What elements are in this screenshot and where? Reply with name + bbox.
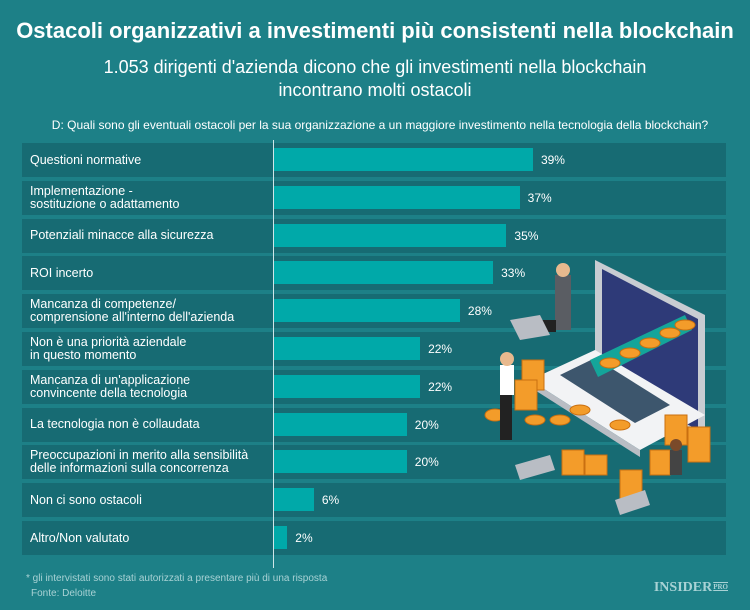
data-label: 39% <box>540 153 565 167</box>
laptop-coins-illustration <box>484 260 711 515</box>
survey-question: D: Quali sono gli eventuali ostacoli per… <box>51 118 709 132</box>
category-label: Non è una priorità aziendale in questo m… <box>30 335 187 362</box>
data-label: 28% <box>467 304 492 319</box>
bar-row: Altro/Non valutato 2% <box>22 521 726 555</box>
category-label: Mancanza di competenze/ comprensione all… <box>30 297 235 325</box>
bar-row: Non ci sono ostacoli 6% <box>22 483 726 518</box>
axis-line <box>273 140 274 568</box>
category-label: Implementazione - sostituzione o adattam… <box>30 183 180 211</box>
category-label: Mancanza di un'applicazione convincente … <box>30 372 191 400</box>
category-label: Questioni normative <box>30 152 142 167</box>
bar <box>274 412 407 436</box>
category-label: Altro/Non valutato <box>30 530 130 545</box>
data-label: 37% <box>527 190 552 205</box>
bar <box>274 526 288 549</box>
category-label: La tecnologia non è collaudata <box>30 417 200 432</box>
data-label: 20% <box>414 455 439 470</box>
bar <box>274 148 533 171</box>
bar <box>274 223 507 247</box>
bar-row: Preoccupazioni in merito alla sensibilit… <box>22 445 726 480</box>
data-label: 20% <box>414 417 439 432</box>
data-label: 35% <box>514 228 539 243</box>
bar <box>274 299 460 323</box>
category-label: ROI incerto <box>30 265 94 280</box>
bar <box>274 488 314 512</box>
data-label: 33% <box>501 266 526 281</box>
category-label: Preoccupazioni in merito alla sensibilit… <box>30 448 249 476</box>
bar <box>274 450 407 474</box>
bar <box>274 261 494 285</box>
data-label: 22% <box>428 342 453 356</box>
bar-row: Implementazione - sostituzione o adattam… <box>22 180 726 215</box>
chart-subtitle: 1.053 dirigenti d'azienda dicono che gli… <box>103 57 647 100</box>
footnote: * gli intervistati sono stati autorizzat… <box>26 573 328 584</box>
data-label: 6% <box>321 493 340 508</box>
bar <box>274 374 421 398</box>
chart-title: Ostacoli organizzativi a investimenti pi… <box>16 18 734 43</box>
category-label: Non ci sono ostacoli <box>30 492 142 507</box>
logo-text: INSIDER <box>653 580 713 595</box>
bar <box>274 337 421 360</box>
bar <box>274 185 520 209</box>
bar-row: Potenziali minacce alla sicurezza 35% <box>22 218 726 253</box>
data-label: 2% <box>295 531 313 545</box>
category-label: Potenziali minacce alla sicurezza <box>30 228 214 243</box>
source-note: Fonte: Deloitte <box>31 588 97 599</box>
logo-suffix: PRO <box>713 583 728 591</box>
data-label: 22% <box>428 379 453 394</box>
insider-pro-logo: INSIDERPRO <box>654 580 728 596</box>
bar-row: Questioni normative 39% <box>22 143 726 177</box>
